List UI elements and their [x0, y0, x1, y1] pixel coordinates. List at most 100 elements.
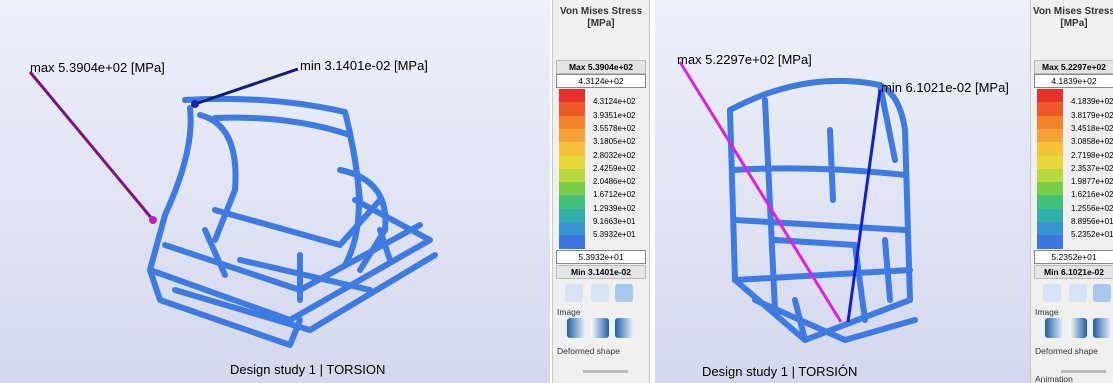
legend-title-line: Von Mises Stress: [559, 6, 643, 17]
image-label: Image: [1035, 307, 1059, 317]
frame-model: [727, 77, 918, 343]
min-label: min 6.1021e-02 [MPa]: [881, 80, 1009, 95]
legend-title: Von Mises Stress [MPa]: [553, 6, 649, 30]
legend-max: Max 5.2297e+02: [1034, 60, 1113, 74]
color-band: [1037, 208, 1063, 223]
legend-level: 5.3932e+01: [593, 230, 636, 240]
legend-level: 3.1805e+02: [593, 137, 636, 147]
legend-level: 2.4259e+02: [593, 163, 636, 173]
color-band: [1037, 142, 1063, 156]
legend-level: 3.5578e+02: [593, 123, 636, 133]
tool-button[interactable]: [1069, 284, 1087, 302]
legend-level: 1.2556e+02: [1071, 203, 1113, 213]
legend-level: 1.2939e+02: [593, 203, 636, 213]
max-marker: [149, 216, 157, 224]
legend-title-line: [MPa]: [587, 18, 615, 29]
color-band: [1037, 195, 1063, 210]
color-band: [559, 128, 585, 143]
tool-button[interactable]: [1043, 284, 1061, 302]
legend-min: Min 3.1401e-02: [556, 265, 646, 279]
caption: Design study 1 | TORSIÓN: [702, 364, 857, 379]
legend-level: 3.8179e+02: [1071, 110, 1113, 120]
gradient-button[interactable]: [1093, 318, 1111, 338]
color-band: [1037, 235, 1063, 250]
slider-track: [583, 370, 628, 373]
gradient-button[interactable]: [1045, 318, 1063, 338]
tool-button[interactable]: [565, 284, 583, 302]
gradient-button[interactable]: [591, 318, 609, 338]
legend-level: 2.7198e+02: [1071, 150, 1113, 160]
legend-min: Min 6.1021e-02: [1034, 265, 1113, 279]
max-leader: [678, 61, 843, 323]
color-band: [559, 195, 585, 210]
legend-panel-left: Von Mises Stress [MPa] Max 5.3904e+02 4.312…: [552, 0, 650, 383]
max-label: max 5.2297e+02 [MPa]: [677, 52, 812, 67]
deformed-label: Deformed shape: [557, 346, 620, 356]
legend-panel-right: Von Mises Stress [MPa] Max 5.2297e+02 4.183…: [1030, 0, 1113, 383]
color-band: [1037, 155, 1063, 170]
legend-level: 3.0858e+02: [1071, 137, 1113, 147]
legend-level: 2.8032e+02: [593, 150, 636, 160]
color-band: [1037, 222, 1063, 236]
color-band: [559, 155, 585, 170]
legend-level: 2.3537e+02: [1071, 163, 1113, 173]
color-band: [559, 102, 585, 117]
legend-level: 4.3124e+02: [593, 97, 636, 107]
gradient-button[interactable]: [1069, 318, 1087, 338]
color-band: [1037, 102, 1063, 117]
legend-level: 1.6712e+02: [593, 190, 636, 200]
color-band: [559, 182, 585, 196]
color-band: [1037, 128, 1063, 143]
color-band: [1037, 168, 1063, 183]
viewport-left: max 5.3904e+02 [MPa] min 3.1401e-02 [MPa…: [0, 0, 550, 383]
max-label: max 5.3904e+02 [MPa]: [30, 60, 165, 75]
viewport-right: max 5.2297e+02 [MPa] min 6.1021e-02 [MPa…: [655, 0, 1030, 383]
color-band: [559, 168, 585, 183]
legend-level: 3.4518e+02: [1071, 123, 1113, 133]
color-band: [559, 89, 585, 103]
color-band: [1037, 115, 1063, 130]
color-band: [559, 142, 585, 156]
legend-title-line: [MPa]: [1060, 18, 1088, 29]
frame-model: [147, 95, 438, 348]
slider-track: [1061, 370, 1106, 373]
tool-button[interactable]: [1093, 284, 1111, 302]
min-marker: [191, 100, 199, 108]
tool-button[interactable]: [591, 284, 609, 302]
gradient-button[interactable]: [567, 318, 585, 338]
viewport-background: [655, 0, 1030, 383]
legend-level: 4.1839e+02: [1071, 97, 1113, 107]
legend-level: 1.9877e+02: [1071, 177, 1113, 187]
legend-level: 1.6216e+02: [1071, 190, 1113, 200]
color-band: [1037, 89, 1063, 103]
min-leader: [846, 89, 882, 323]
color-band: [559, 115, 585, 130]
legend-upper: 4.1839e+02: [1034, 74, 1113, 88]
gradient-button[interactable]: [615, 318, 633, 338]
legend-title: Von Mises Stress [MPa]: [1031, 6, 1113, 30]
color-band: [559, 222, 585, 236]
legend-title-line: Von Mises Stress: [1032, 6, 1113, 17]
max-leader: [28, 71, 155, 221]
min-label: min 3.1401e-02 [MPa]: [300, 58, 428, 73]
legend-max: Max 5.3904e+02: [556, 60, 646, 74]
legend-level: 9.1663e+01: [593, 217, 636, 226]
legend-level: 5.2352e+01: [1071, 230, 1113, 240]
min-leader: [194, 67, 299, 106]
viewport-background: [0, 0, 550, 383]
color-band: [559, 235, 585, 250]
color-band: [559, 208, 585, 223]
legend-upper: 4.3124e+02: [556, 74, 646, 88]
legend-lower: 5.2352e+01: [1034, 250, 1113, 264]
legend-level: 8.8956e+01: [1071, 217, 1113, 226]
legend-lower: 5.3932e+01: [556, 250, 646, 264]
legend-level: 2.0486e+02: [593, 177, 636, 187]
tool-button[interactable]: [615, 284, 633, 302]
animation-label: Animation: [1035, 374, 1073, 383]
legend-level: 3.9351e+02: [593, 110, 636, 120]
color-band: [1037, 182, 1063, 196]
image-label: Image: [557, 307, 581, 317]
caption: Design study 1 | TORSION: [230, 362, 385, 377]
deformed-label: Deformed shape: [1035, 346, 1098, 356]
